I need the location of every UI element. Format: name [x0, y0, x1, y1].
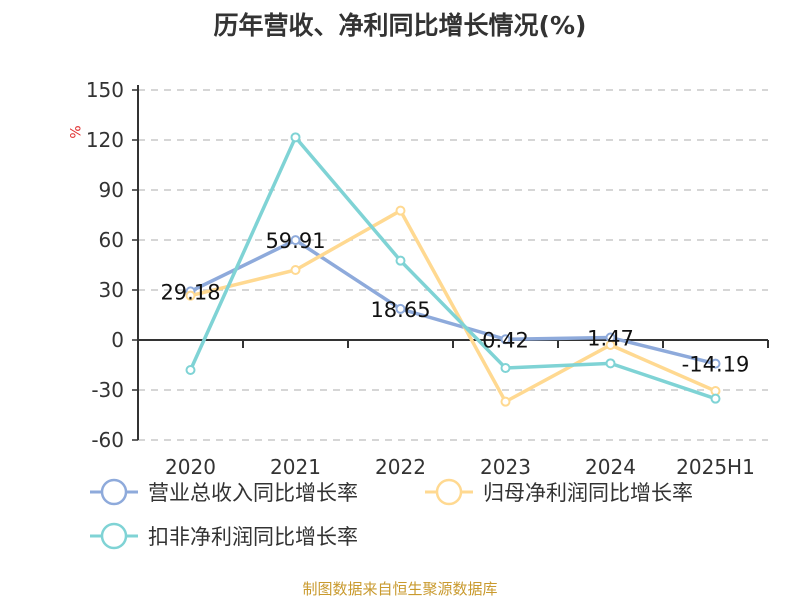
legend-marker — [100, 478, 128, 506]
data-point — [605, 340, 616, 350]
data-point — [290, 132, 301, 143]
legend-label: 营业总收入同比增长率 — [148, 481, 358, 505]
data-label: 59.91 — [265, 229, 325, 253]
data-label: 1.47 — [587, 327, 634, 351]
data-point — [290, 265, 301, 275]
data-label: 0.42 — [482, 328, 529, 352]
data-point — [500, 363, 511, 373]
x-tick-label: 2021 — [270, 455, 321, 479]
x-tick-label: 2024 — [585, 455, 636, 479]
chart-title: 历年营收、净利同比增长情况(%) — [213, 11, 587, 40]
series-line — [189, 238, 716, 366]
data-point — [710, 358, 721, 369]
x-tick-label: 2025H1 — [676, 455, 755, 479]
series-line — [190, 208, 717, 405]
y-tick-label: 30 — [99, 278, 124, 302]
y-tick-label: 0 — [111, 328, 124, 352]
data-point — [500, 396, 511, 407]
x-tick-label: 2022 — [375, 455, 426, 479]
legend-marker — [100, 522, 128, 550]
data-point — [395, 255, 406, 266]
y-tick-label: 60 — [99, 228, 124, 252]
y-tick-label: 150 — [86, 78, 124, 102]
data-point — [290, 235, 301, 246]
data-label: -14.19 — [682, 353, 750, 377]
legend-label: 归母净利润同比增长率 — [483, 481, 693, 505]
data-point — [185, 290, 196, 301]
data-point — [500, 334, 511, 345]
data-label: 29.18 — [160, 280, 220, 304]
data-point — [395, 303, 406, 314]
data-point — [185, 365, 196, 375]
legend-label: 扣非净利润同比增长率 — [148, 525, 358, 549]
data-point — [710, 393, 721, 404]
data-label: 18.65 — [370, 298, 430, 322]
y-axis-label: % — [66, 125, 82, 138]
data-point — [605, 358, 616, 369]
source-footer: 制图数据来自恒生聚源数据库 — [302, 580, 498, 598]
x-tick-label: 2023 — [480, 455, 531, 479]
series-line — [188, 134, 717, 401]
x-tick-label: 2020 — [165, 455, 216, 479]
data-point — [395, 205, 406, 216]
y-tick-label: 90 — [99, 178, 124, 202]
legend-marker — [435, 478, 463, 506]
y-tick-label: 120 — [86, 128, 124, 152]
y-tick-label: -30 — [91, 378, 124, 402]
y-tick-label: -60 — [91, 428, 124, 452]
